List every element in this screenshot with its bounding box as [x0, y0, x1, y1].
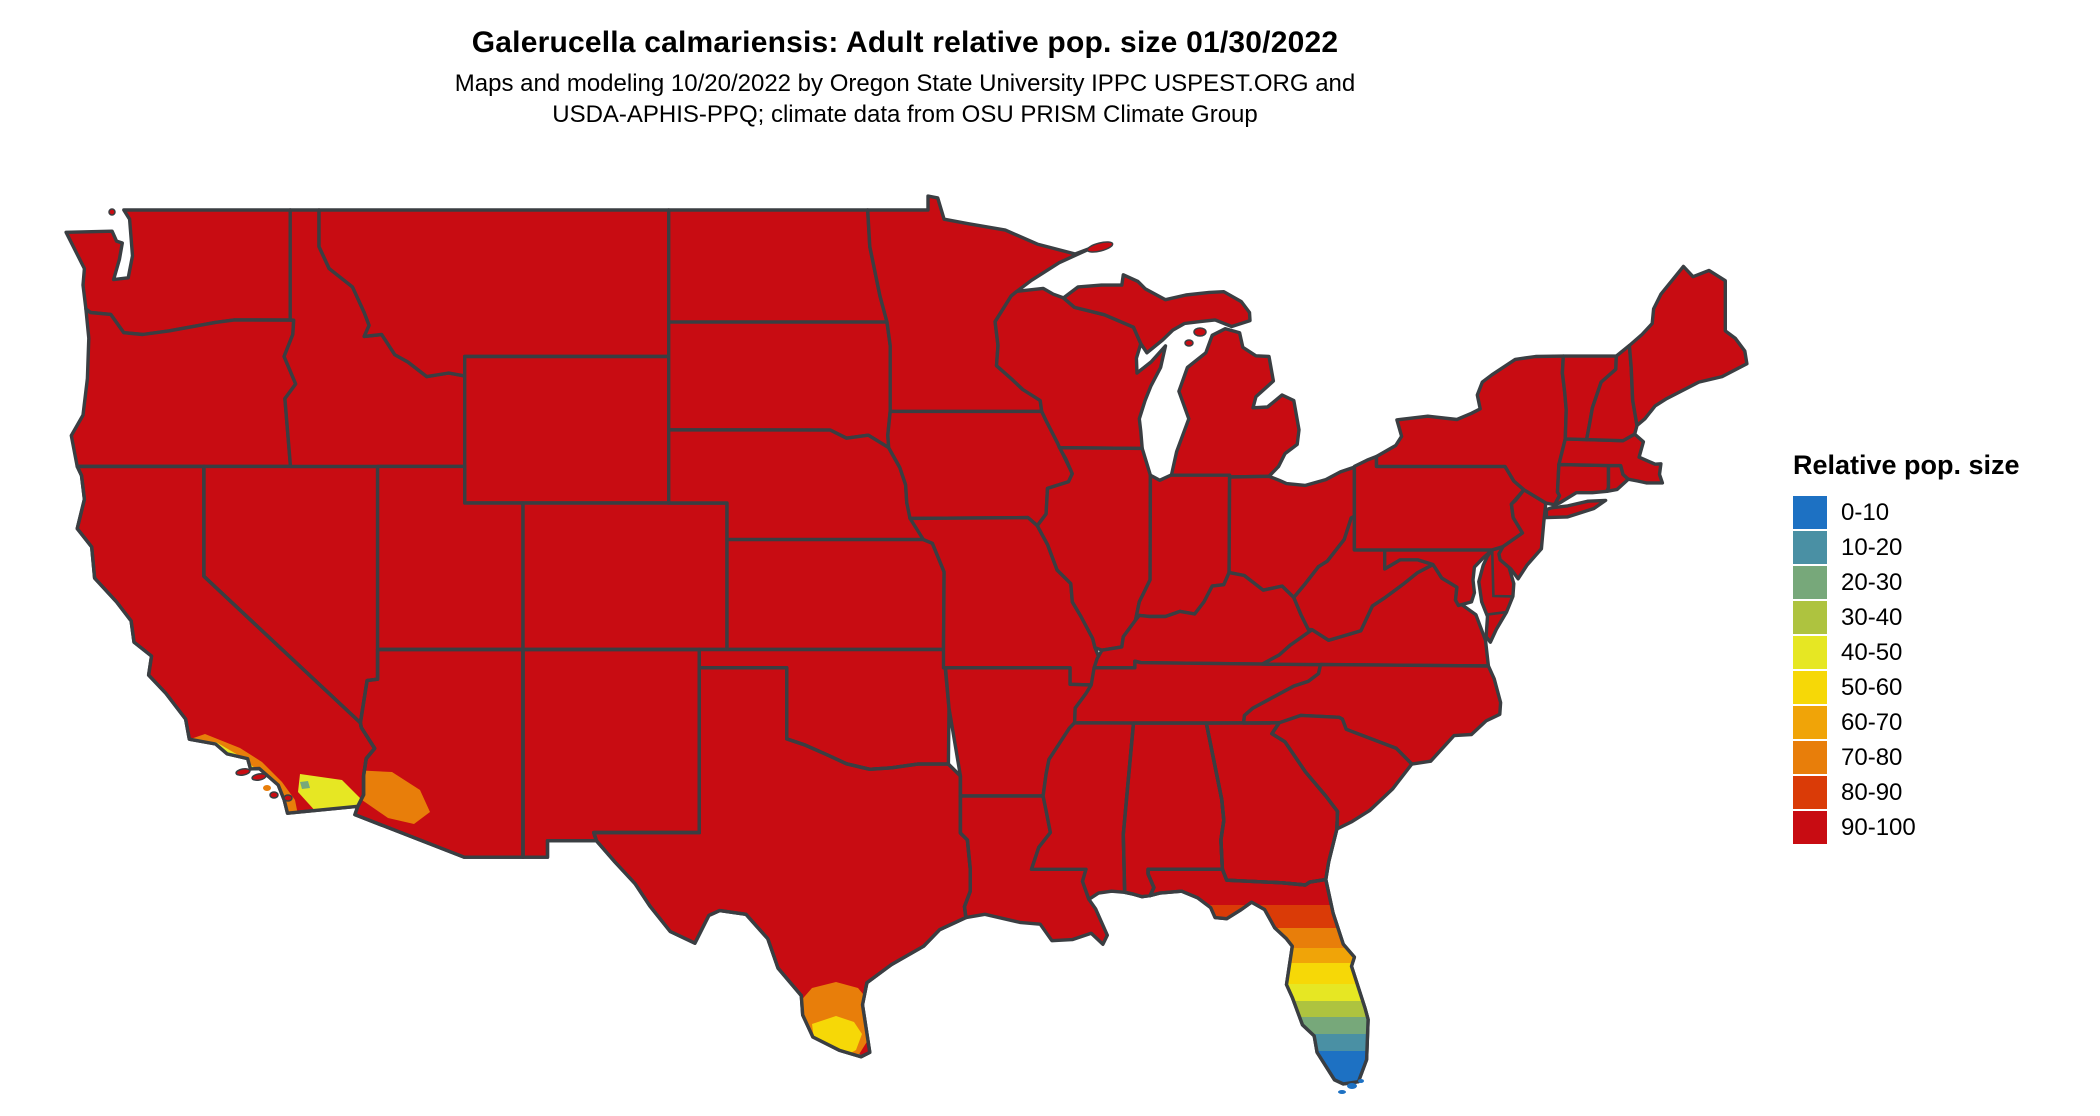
- gradient-band: [1148, 948, 1369, 964]
- legend-swatch: [1793, 496, 1827, 529]
- state-mil: [1169, 327, 1301, 479]
- legend-label: 90-100: [1841, 813, 1916, 841]
- legend-item: 20-30: [1793, 565, 2093, 600]
- gradient-band: [1148, 928, 1369, 949]
- state-li: [1544, 498, 1608, 520]
- islands-layer: [108, 208, 1364, 1094]
- island: [263, 785, 271, 791]
- state-border-tx: [592, 666, 972, 1059]
- island: [235, 768, 251, 776]
- gradient-patch: [298, 774, 360, 814]
- gradient-band: [1148, 963, 1369, 985]
- legend-label: 50-60: [1841, 673, 1903, 701]
- island: [1193, 327, 1207, 337]
- state-or: [69, 307, 298, 469]
- border-restroke-layer: [75, 464, 1370, 1086]
- state-me: [1627, 264, 1749, 428]
- state-ia: [886, 409, 1074, 528]
- legend-swatch: [1793, 531, 1827, 564]
- state-pa: [1352, 454, 1526, 552]
- island: [251, 773, 267, 781]
- state-ct: [1552, 462, 1611, 507]
- legend-label: 20-30: [1841, 568, 1903, 596]
- legend-swatch: [1793, 671, 1827, 704]
- island: [283, 794, 293, 802]
- legend-item: 50-60: [1793, 670, 2093, 705]
- island: [269, 791, 279, 799]
- legend-swatch: [1793, 776, 1827, 809]
- gradient-patch: [300, 781, 310, 789]
- legend-item: 90-100: [1793, 810, 2093, 845]
- state-md: [1383, 548, 1494, 608]
- legend-label: 40-50: [1841, 638, 1903, 666]
- legend-item: 60-70: [1793, 705, 2093, 740]
- state-border-nm: [521, 647, 701, 859]
- state-border-fl: [1146, 867, 1370, 1086]
- island: [1086, 241, 1114, 253]
- legend-swatch: [1793, 636, 1827, 669]
- island: [1358, 1079, 1364, 1083]
- legend-label: 70-80: [1841, 743, 1903, 771]
- state-ny: [1374, 354, 1568, 507]
- legend-title: Relative pop. size: [1793, 450, 2020, 480]
- gradient-patch: [354, 770, 430, 824]
- legend-swatch: [1793, 566, 1827, 599]
- island: [108, 208, 116, 216]
- state-nj: [1497, 488, 1548, 581]
- state-miu: [1061, 273, 1252, 355]
- gradient-band: [1148, 1001, 1369, 1018]
- legend-label: 30-40: [1841, 603, 1903, 631]
- legend-item: 40-50: [1793, 635, 2093, 670]
- legend-item: 80-90: [1793, 775, 2093, 810]
- legend-swatch: [1793, 811, 1827, 844]
- island: [1347, 1083, 1357, 1089]
- interior-lines-layer: [1485, 549, 1513, 616]
- legend-swatch: [1793, 601, 1827, 634]
- map-subtitle: Maps and modeling 10/20/2022 by Oregon S…: [0, 68, 1810, 130]
- island: [1184, 339, 1194, 347]
- state-dmv: [1477, 544, 1516, 644]
- state-nm: [521, 647, 701, 859]
- interior-border: [1490, 549, 1513, 598]
- subtitle-line-2: USDA-APHIS-PPQ; climate data from OSU PR…: [552, 101, 1258, 128]
- interior-border: [1485, 610, 1507, 616]
- state-border-al: [1121, 721, 1226, 899]
- subtitle-line-1: Maps and modeling 10/20/2022 by Oregon S…: [454, 70, 1356, 97]
- legend-label: 60-70: [1841, 708, 1903, 736]
- state-ks: [725, 537, 946, 652]
- legend-swatch: [1793, 741, 1827, 774]
- legend-label: 80-90: [1841, 778, 1903, 806]
- states-layer: [64, 194, 1749, 1086]
- state-nd: [667, 208, 889, 324]
- legend-swatch: [1793, 706, 1827, 739]
- page-title: Galerucella calmariensis: Adult relative…: [471, 26, 1339, 59]
- state-wy: [463, 354, 671, 505]
- legend-item: 0-10: [1793, 495, 2093, 530]
- legend-label: 10-20: [1841, 533, 1903, 561]
- gradient-band: [1148, 1017, 1369, 1035]
- legend-item: 30-40: [1793, 600, 2093, 635]
- state-co: [521, 501, 729, 652]
- legend-label: 0-10: [1841, 498, 1890, 526]
- legend-item: 10-20: [1793, 530, 2093, 565]
- legend-item: 70-80: [1793, 740, 2093, 775]
- legend: Relative pop. size 0-10 10-20 20-30 30-4…: [1793, 450, 2093, 845]
- state-border-az: [353, 647, 525, 859]
- gradient-band: [1148, 1034, 1369, 1052]
- state-wi: [993, 286, 1168, 451]
- island: [1338, 1090, 1346, 1094]
